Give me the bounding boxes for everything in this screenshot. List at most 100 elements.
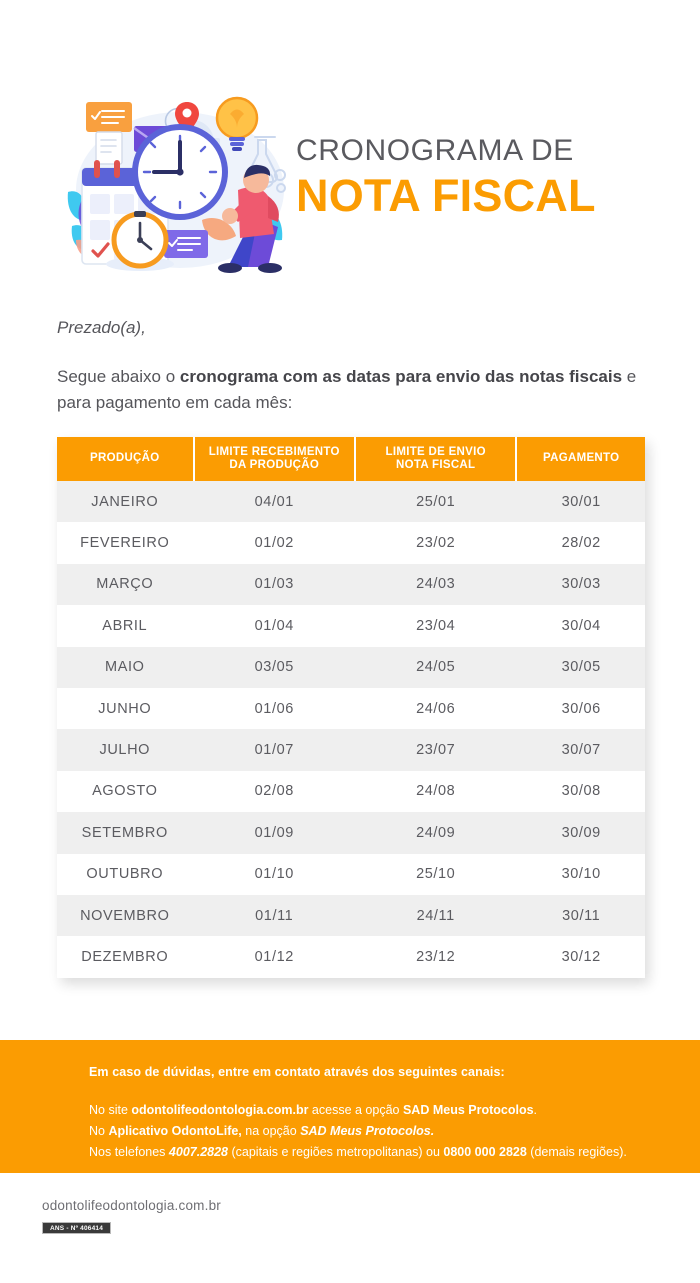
contact-line-site-e: . <box>533 1103 538 1117</box>
page-header: CRONOGRAMA DE NOTA FISCAL <box>0 0 700 300</box>
table-cell-pagamento: 30/08 <box>561 783 601 800</box>
table-cell-producao: OUTUBRO <box>86 866 164 883</box>
table-cell-pagamento: 30/01 <box>561 493 601 510</box>
table-cell-producao: FEVEREIRO <box>80 535 170 552</box>
table-row: ABRIL 01/04 23/04 30/04 <box>57 605 645 647</box>
table-cell-pagamento: 30/06 <box>561 700 601 717</box>
contact-app-name: Aplicativo OdontoLife, <box>108 1124 242 1138</box>
limite-envio-line1: LIMITE DE ENVIO <box>385 445 486 458</box>
table-row: DEZEMBRO 01/12 23/12 30/12 <box>57 936 645 978</box>
table-row: SETEMBRO 01/09 24/09 30/09 <box>57 812 645 854</box>
table-cell-producao: MARÇO <box>96 576 154 593</box>
table-cell-limite-envio: 25/01 <box>416 493 456 510</box>
table-cell-producao: MAIO <box>105 659 145 676</box>
table-row: AGOSTO 02/08 24/08 30/08 <box>57 770 645 813</box>
table-cell-limite-envio: 24/06 <box>416 700 456 717</box>
intro-text-bold: cronograma com as datas para envio das n… <box>179 367 623 386</box>
table-cell-producao: DEZEMBRO <box>81 948 169 965</box>
column-header-limite-envio-text: LIMITE DE ENVIO NOTA FISCAL <box>386 446 486 473</box>
table-cell-pagamento: 30/03 <box>561 576 601 593</box>
table-cell-producao: ABRIL <box>102 617 148 634</box>
table-cell-producao: NOVEMBRO <box>80 907 170 924</box>
table-row: NOVEMBRO 01/11 24/11 30/11 <box>57 894 645 937</box>
table-cell-limite-recebimento: 01/04 <box>254 617 294 634</box>
table-row: OUTUBRO 01/10 25/10 30/10 <box>57 853 645 895</box>
page-title: CRONOGRAMA DE NOTA FISCAL <box>296 134 636 221</box>
contact-line-site-c: acesse a opção <box>308 1103 403 1117</box>
table-cell-pagamento: 30/04 <box>561 617 601 634</box>
table-cell-limite-recebimento: 01/03 <box>254 576 294 593</box>
table-cell-pagamento: 30/12 <box>561 948 601 965</box>
table-cell-limite-recebimento: 01/10 <box>254 866 294 883</box>
table-header-row: PRODUÇÃO LIMITE RECEBIMENTO DA PRODUÇÃO … <box>57 437 645 481</box>
contact-line-app: No Aplicativo OdontoLife, na opção SAD M… <box>89 1121 627 1142</box>
contact-line-app-a: No <box>89 1124 109 1138</box>
table-row: JULHO 01/07 23/07 30/07 <box>57 729 645 771</box>
ans-registration-badge: ANS - Nº 406414 <box>42 1222 112 1234</box>
table-cell-pagamento: 30/05 <box>561 659 601 676</box>
contact-lines: No site odontolifeodontologia.com.br ace… <box>89 1100 627 1163</box>
table-cell-limite-envio: 23/12 <box>416 948 456 965</box>
table-cell-limite-recebimento: 01/09 <box>254 824 294 841</box>
limite-recebimento-line1: LIMITE RECEBIMENTO <box>208 445 340 458</box>
column-header-limite-recebimento: LIMITE RECEBIMENTO DA PRODUÇÃO <box>194 437 354 481</box>
intro-text-after: e para pagamento em cada mês: <box>57 367 637 412</box>
table-cell-producao: JULHO <box>99 742 151 759</box>
column-header-limite-envio: LIMITE DE ENVIO NOTA FISCAL <box>355 437 516 481</box>
table-cell-pagamento: 28/02 <box>561 535 601 552</box>
table-body: JANEIRO 04/01 25/01 30/01 FEVEREIRO 01/02 23/0… <box>57 481 645 978</box>
table-cell-limite-envio: 24/09 <box>416 824 456 841</box>
limite-envio-line2: NOTA FISCAL <box>396 459 476 471</box>
intro-text-before: Segue abaixo o <box>57 367 180 386</box>
table-cell-limite-envio: 24/11 <box>416 907 455 924</box>
contact-line-phones: Nos telefones 4007.2828 (capitais e regi… <box>89 1142 627 1163</box>
table-cell-pagamento: 30/09 <box>561 824 601 841</box>
table-cell-limite-envio: 25/10 <box>416 866 456 883</box>
contact-line-app-c: na opção <box>241 1124 301 1138</box>
table-row: JANEIRO 04/01 25/01 30/01 <box>57 481 645 523</box>
contact-line-site-a: No site <box>89 1103 132 1117</box>
table-cell-producao: AGOSTO <box>92 783 158 800</box>
contact-line-phones-a: Nos telefones <box>89 1145 169 1159</box>
table-cell-limite-recebimento: 01/12 <box>254 948 294 965</box>
title-line-1: CRONOGRAMA DE <box>296 134 574 167</box>
table-row: MAIO 03/05 24/05 30/05 <box>57 646 645 688</box>
column-header-pagamento-line1: PAGAMENTO <box>543 452 620 465</box>
table-cell-pagamento: 30/07 <box>561 742 601 759</box>
table-cell-producao: SETEMBRO <box>81 824 168 841</box>
table-cell-limite-recebimento: 02/08 <box>254 783 294 800</box>
table-row: JUNHO 01/06 24/06 30/06 <box>57 687 645 730</box>
contact-site-option: SAD Meus Protocolos <box>402 1103 534 1117</box>
contact-line-phones-c: (capitais e regiões metropolitanas) ou <box>228 1145 444 1159</box>
table-row: MARÇO 01/03 24/03 30/03 <box>57 563 645 606</box>
contact-line-phones-e: (demais regiões). <box>526 1145 627 1159</box>
contact-phone-tollfree[interactable]: 0800 000 2828 <box>443 1145 527 1159</box>
table-cell-limite-envio: 24/05 <box>416 659 456 676</box>
column-header-pagamento: PAGAMENTO <box>517 437 645 481</box>
limite-recebimento-line2: DA PRODUÇÃO <box>229 459 320 471</box>
greeting-text: Prezado(a), <box>57 318 146 337</box>
column-header-limite-recebimento-text: LIMITE RECEBIMENTO DA PRODUÇÃO <box>209 446 340 473</box>
clock-calendar-person-illustration <box>52 80 300 290</box>
contact-site-url[interactable]: odontolifeodontologia.com.br <box>131 1103 309 1117</box>
table-cell-limite-recebimento: 01/06 <box>254 700 294 717</box>
column-header-producao-line1: PRODUÇÃO <box>90 452 160 465</box>
table-row: FEVEREIRO 01/02 23/02 28/02 <box>57 522 645 564</box>
table-cell-producao: JANEIRO <box>91 493 159 510</box>
table-cell-pagamento: 30/10 <box>561 866 601 883</box>
table-cell-limite-envio: 24/03 <box>416 576 456 593</box>
intro-paragraph: Segue abaixo o cronograma com as datas p… <box>57 364 647 416</box>
table-cell-limite-envio: 23/02 <box>416 535 456 552</box>
contact-title: Em caso de dúvidas, entre em contato atr… <box>89 1065 505 1079</box>
table-cell-producao: JUNHO <box>98 700 152 717</box>
contact-band: Em caso de dúvidas, entre em contato atr… <box>0 1040 700 1173</box>
table-cell-limite-recebimento: 04/01 <box>254 493 294 510</box>
footer-site-url[interactable]: odontolifeodontologia.com.br <box>42 1198 221 1213</box>
table-cell-limite-recebimento: 01/07 <box>254 742 294 759</box>
table-cell-limite-recebimento: 03/05 <box>254 659 294 676</box>
contact-line-site: No site odontolifeodontologia.com.br ace… <box>89 1100 627 1121</box>
table-cell-pagamento: 30/11 <box>562 907 601 924</box>
contact-phone-primary[interactable]: 4007.2828 <box>168 1145 229 1159</box>
table-cell-limite-envio: 24/08 <box>416 783 456 800</box>
